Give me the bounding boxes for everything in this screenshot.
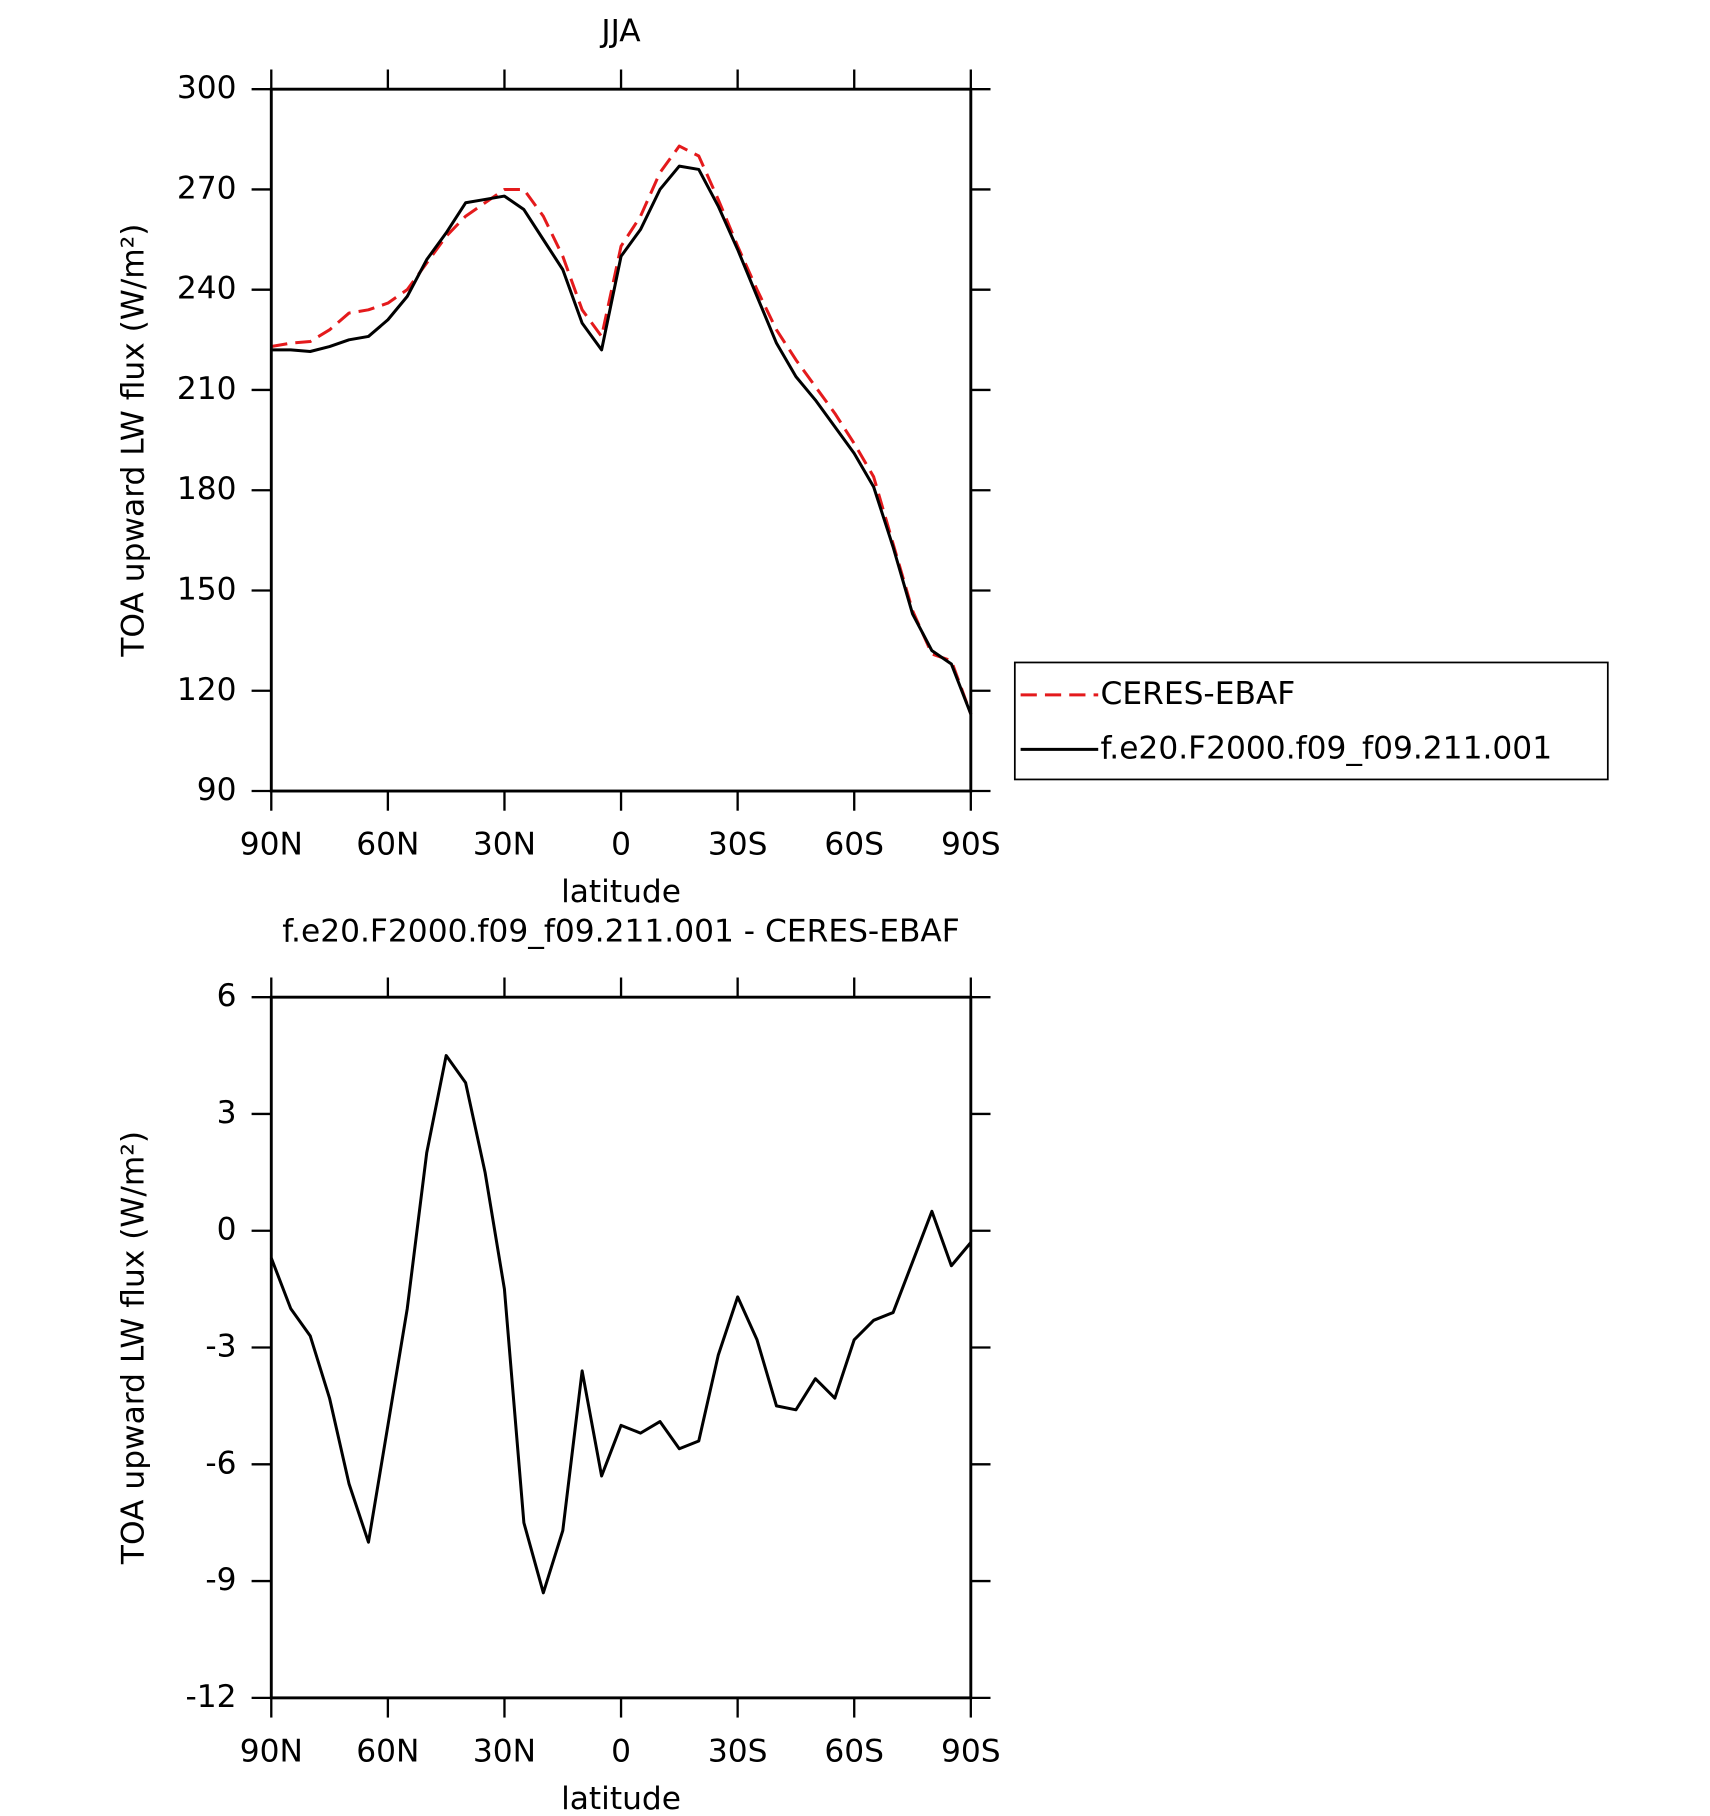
y-tick-label: 270	[177, 170, 237, 206]
y-tick-label: 120	[177, 672, 237, 708]
y-tick-label: -3	[205, 1329, 236, 1365]
x-tick-label: 90N	[240, 826, 303, 862]
y-tick-label: 6	[217, 978, 237, 1014]
y-axis-label: TOA upward LW flux (W/m²)	[116, 224, 152, 658]
plot-frame	[269, 995, 973, 1700]
y-tick-label: 0	[217, 1212, 237, 1248]
legend-box	[1013, 661, 1609, 781]
y-tick-label: -12	[185, 1679, 236, 1715]
chart-title: f.e20.F2000.f09_f09.211.001 - CERES-EBAF	[282, 913, 959, 949]
x-tick-label: 30S	[708, 826, 768, 862]
x-tick-label: 30N	[473, 1733, 536, 1769]
x-tick-label: 60N	[356, 826, 419, 862]
x-tick-label: 0	[611, 1733, 631, 1769]
x-tick-label: 60N	[356, 1733, 419, 1769]
x-tick-label: 60S	[824, 826, 884, 862]
y-tick-label: 150	[177, 571, 237, 607]
y-tick-label: 240	[177, 271, 237, 307]
y-tick-label: 90	[197, 772, 237, 808]
legend-label: CERES-EBAF	[1101, 676, 1296, 712]
y-tick-label: -9	[205, 1562, 236, 1598]
data-line	[271, 144, 973, 715]
x-tick-label: 30S	[708, 1733, 768, 1769]
y-tick-label: 210	[177, 371, 237, 407]
x-axis-label: latitude	[561, 874, 681, 910]
y-tick-label: 180	[177, 471, 237, 507]
x-tick-label: 0	[611, 826, 631, 862]
x-axis-label: latitude	[561, 1781, 681, 1816]
y-tick-label: 3	[217, 1095, 237, 1131]
x-tick-label: 90N	[240, 1733, 303, 1769]
plot-frame	[269, 87, 973, 793]
legend-label: f.e20.F2000.f09_f09.211.001	[1101, 730, 1553, 766]
y-tick-label: 300	[177, 70, 237, 106]
x-tick-label: 90S	[941, 826, 1001, 862]
data-line	[271, 164, 973, 715]
x-tick-label: 30N	[473, 826, 536, 862]
y-tick-label: -6	[205, 1445, 236, 1481]
chart-title: JJA	[599, 13, 641, 49]
y-axis-label: TOA upward LW flux (W/m²)	[116, 1131, 152, 1565]
data-line	[269, 1054, 972, 1595]
x-tick-label: 90S	[941, 1733, 1001, 1769]
x-tick-label: 60S	[824, 1733, 884, 1769]
